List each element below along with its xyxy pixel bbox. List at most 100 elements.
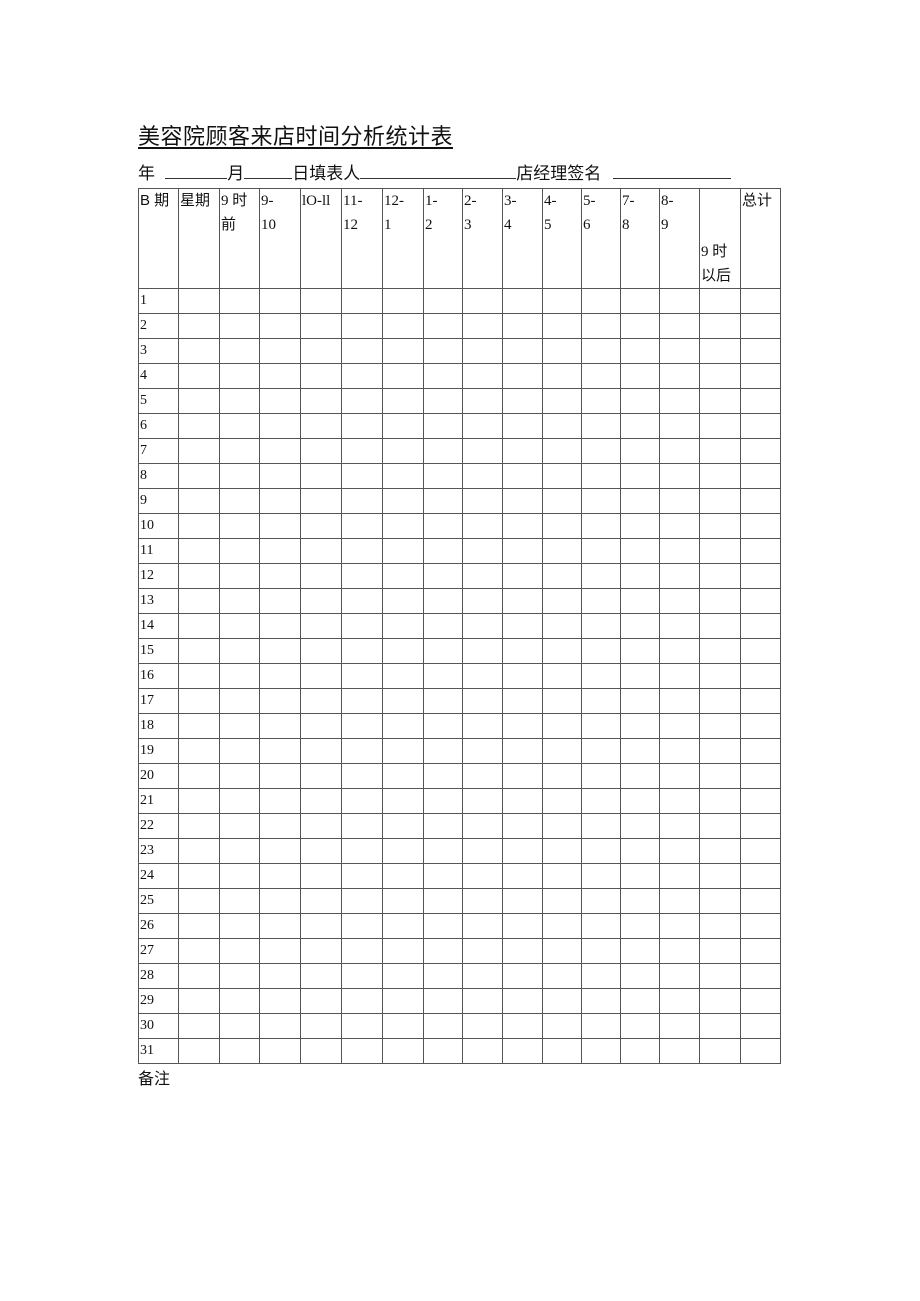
- entry-cell[interactable]: [502, 413, 543, 439]
- entry-cell[interactable]: [300, 363, 342, 389]
- entry-cell[interactable]: [423, 638, 463, 664]
- entry-cell[interactable]: [502, 813, 543, 839]
- entry-cell[interactable]: [178, 388, 220, 414]
- entry-cell[interactable]: [219, 838, 260, 864]
- entry-cell[interactable]: [423, 513, 463, 539]
- entry-cell[interactable]: [300, 338, 342, 364]
- entry-cell[interactable]: [219, 938, 260, 964]
- entry-cell[interactable]: [581, 763, 621, 789]
- entry-cell[interactable]: [423, 988, 463, 1014]
- entry-cell[interactable]: [659, 713, 700, 739]
- entry-cell[interactable]: [699, 363, 741, 389]
- entry-cell[interactable]: [620, 488, 660, 514]
- entry-cell[interactable]: [620, 963, 660, 989]
- entry-cell[interactable]: [542, 738, 582, 764]
- entry-cell[interactable]: [699, 488, 741, 514]
- entry-cell[interactable]: [341, 388, 383, 414]
- entry-cell[interactable]: [502, 363, 543, 389]
- entry-cell[interactable]: [259, 613, 301, 639]
- entry-cell[interactable]: [659, 463, 700, 489]
- entry-cell[interactable]: [219, 738, 260, 764]
- entry-cell[interactable]: [382, 813, 424, 839]
- entry-cell[interactable]: [300, 413, 342, 439]
- entry-cell[interactable]: [300, 963, 342, 989]
- entry-cell[interactable]: [620, 513, 660, 539]
- entry-cell[interactable]: [542, 938, 582, 964]
- entry-cell[interactable]: [219, 313, 260, 339]
- entry-cell[interactable]: [219, 888, 260, 914]
- entry-cell[interactable]: [502, 738, 543, 764]
- entry-cell[interactable]: [178, 463, 220, 489]
- entry-cell[interactable]: [740, 563, 781, 589]
- entry-cell[interactable]: [740, 838, 781, 864]
- entry-cell[interactable]: [382, 713, 424, 739]
- entry-cell[interactable]: [542, 588, 582, 614]
- entry-cell[interactable]: [462, 763, 503, 789]
- entry-cell[interactable]: [699, 538, 741, 564]
- entry-cell[interactable]: [462, 588, 503, 614]
- entry-cell[interactable]: [502, 838, 543, 864]
- entry-cell[interactable]: [740, 763, 781, 789]
- entry-cell[interactable]: [178, 313, 220, 339]
- entry-cell[interactable]: [581, 713, 621, 739]
- entry-cell[interactable]: [178, 563, 220, 589]
- entry-cell[interactable]: [699, 1013, 741, 1039]
- entry-cell[interactable]: [659, 338, 700, 364]
- entry-cell[interactable]: [259, 538, 301, 564]
- entry-cell[interactable]: [341, 913, 383, 939]
- entry-cell[interactable]: [462, 363, 503, 389]
- entry-cell[interactable]: [259, 1038, 301, 1064]
- entry-cell[interactable]: [259, 638, 301, 664]
- entry-cell[interactable]: [581, 888, 621, 914]
- entry-cell[interactable]: [699, 988, 741, 1014]
- entry-cell[interactable]: [423, 1038, 463, 1064]
- entry-cell[interactable]: [300, 463, 342, 489]
- entry-cell[interactable]: [382, 488, 424, 514]
- entry-cell[interactable]: [341, 963, 383, 989]
- entry-cell[interactable]: [259, 888, 301, 914]
- entry-cell[interactable]: [699, 463, 741, 489]
- entry-cell[interactable]: [659, 563, 700, 589]
- entry-cell[interactable]: [542, 763, 582, 789]
- entry-cell[interactable]: [178, 1013, 220, 1039]
- entry-cell[interactable]: [620, 588, 660, 614]
- entry-cell[interactable]: [581, 838, 621, 864]
- entry-cell[interactable]: [542, 788, 582, 814]
- entry-cell[interactable]: [581, 963, 621, 989]
- entry-cell[interactable]: [542, 488, 582, 514]
- entry-cell[interactable]: [382, 938, 424, 964]
- entry-cell[interactable]: [740, 863, 781, 889]
- entry-cell[interactable]: [502, 438, 543, 464]
- entry-cell[interactable]: [178, 588, 220, 614]
- entry-cell[interactable]: [259, 863, 301, 889]
- entry-cell[interactable]: [659, 888, 700, 914]
- entry-cell[interactable]: [620, 363, 660, 389]
- entry-cell[interactable]: [581, 288, 621, 314]
- entry-cell[interactable]: [542, 463, 582, 489]
- entry-cell[interactable]: [620, 388, 660, 414]
- entry-cell[interactable]: [620, 313, 660, 339]
- entry-cell[interactable]: [300, 313, 342, 339]
- entry-cell[interactable]: [620, 663, 660, 689]
- entry-cell[interactable]: [659, 738, 700, 764]
- entry-cell[interactable]: [620, 788, 660, 814]
- entry-cell[interactable]: [300, 938, 342, 964]
- entry-cell[interactable]: [462, 963, 503, 989]
- entry-cell[interactable]: [382, 688, 424, 714]
- entry-cell[interactable]: [178, 488, 220, 514]
- entry-cell[interactable]: [382, 913, 424, 939]
- entry-cell[interactable]: [178, 363, 220, 389]
- entry-cell[interactable]: [382, 763, 424, 789]
- entry-cell[interactable]: [462, 838, 503, 864]
- entry-cell[interactable]: [382, 863, 424, 889]
- entry-cell[interactable]: [178, 988, 220, 1014]
- entry-cell[interactable]: [542, 1013, 582, 1039]
- entry-cell[interactable]: [423, 338, 463, 364]
- entry-cell[interactable]: [502, 1013, 543, 1039]
- entry-cell[interactable]: [341, 1013, 383, 1039]
- entry-cell[interactable]: [542, 413, 582, 439]
- entry-cell[interactable]: [502, 338, 543, 364]
- entry-cell[interactable]: [502, 963, 543, 989]
- entry-cell[interactable]: [300, 888, 342, 914]
- entry-cell[interactable]: [300, 1013, 342, 1039]
